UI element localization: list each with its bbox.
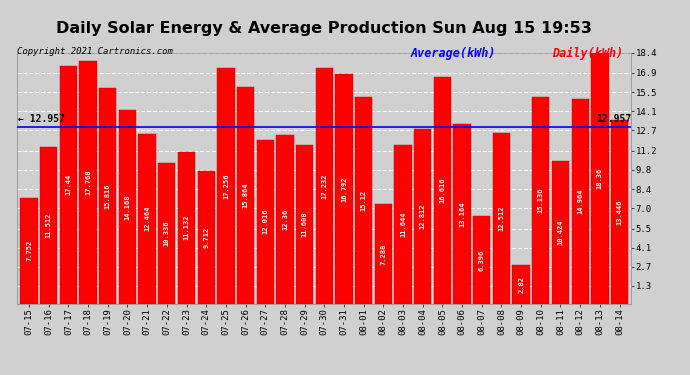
Bar [513,265,530,304]
Text: Daily(kWh): Daily(kWh) [552,47,623,60]
Text: 15.816: 15.816 [105,183,111,209]
Text: 13.164: 13.164 [459,201,465,226]
Text: 6.396: 6.396 [479,249,485,271]
Bar [375,204,392,304]
Bar [40,147,57,304]
Bar [315,69,333,304]
Bar [355,97,373,304]
Text: 14.168: 14.168 [124,194,130,220]
Bar [99,88,117,304]
Bar [197,171,215,304]
Text: ← 12.957: ← 12.957 [18,114,65,125]
Text: 11.132: 11.132 [184,215,190,240]
Text: 16.616: 16.616 [440,177,446,203]
Bar [296,145,313,304]
Text: 9.712: 9.712 [203,227,209,248]
Bar [21,198,38,304]
Text: 2.82: 2.82 [518,276,524,293]
Text: 17.768: 17.768 [85,170,91,195]
Text: 15.136: 15.136 [538,188,544,213]
Bar [395,145,412,304]
Bar [453,124,471,304]
Bar [178,152,195,304]
Text: 12.016: 12.016 [262,209,268,234]
Bar [139,134,156,304]
Bar [611,120,628,304]
Bar [119,110,136,304]
Bar [591,53,609,304]
Bar [571,99,589,304]
Text: 15.864: 15.864 [243,183,248,208]
Text: Daily Solar Energy & Average Production Sun Aug 15 19:53: Daily Solar Energy & Average Production … [57,21,592,36]
Text: 18.36: 18.36 [597,168,603,189]
Text: 12.812: 12.812 [420,204,426,229]
Bar [473,216,491,304]
Bar [493,133,510,304]
Bar [335,75,353,304]
Bar [552,161,569,304]
Text: 12.957: 12.957 [595,114,631,125]
Text: 17.44: 17.44 [66,174,72,195]
Bar [414,129,431,304]
Text: 17.256: 17.256 [223,173,229,199]
Text: 7.288: 7.288 [380,243,386,265]
Text: 10.424: 10.424 [558,220,564,245]
Bar [532,97,549,304]
Bar [434,77,451,304]
Text: 10.336: 10.336 [164,220,170,246]
Text: 17.232: 17.232 [322,173,327,199]
Text: 13.446: 13.446 [617,199,622,225]
Bar [257,140,274,304]
Text: 16.792: 16.792 [341,176,347,202]
Text: 15.12: 15.12 [361,190,366,211]
Text: 14.964: 14.964 [577,189,583,214]
Text: 12.36: 12.36 [282,209,288,230]
Bar [276,135,294,304]
Text: 11.644: 11.644 [400,211,406,237]
Text: 12.464: 12.464 [144,206,150,231]
Text: 7.752: 7.752 [26,240,32,261]
Text: 11.608: 11.608 [302,212,308,237]
Bar [79,61,97,304]
Text: 12.512: 12.512 [498,206,504,231]
Bar [237,87,254,304]
Bar [217,68,235,304]
Text: 11.512: 11.512 [46,212,52,238]
Text: Average(kWh): Average(kWh) [411,47,496,60]
Text: Copyright 2021 Cartronics.com: Copyright 2021 Cartronics.com [17,47,173,56]
Bar [60,66,77,304]
Bar [158,163,175,304]
